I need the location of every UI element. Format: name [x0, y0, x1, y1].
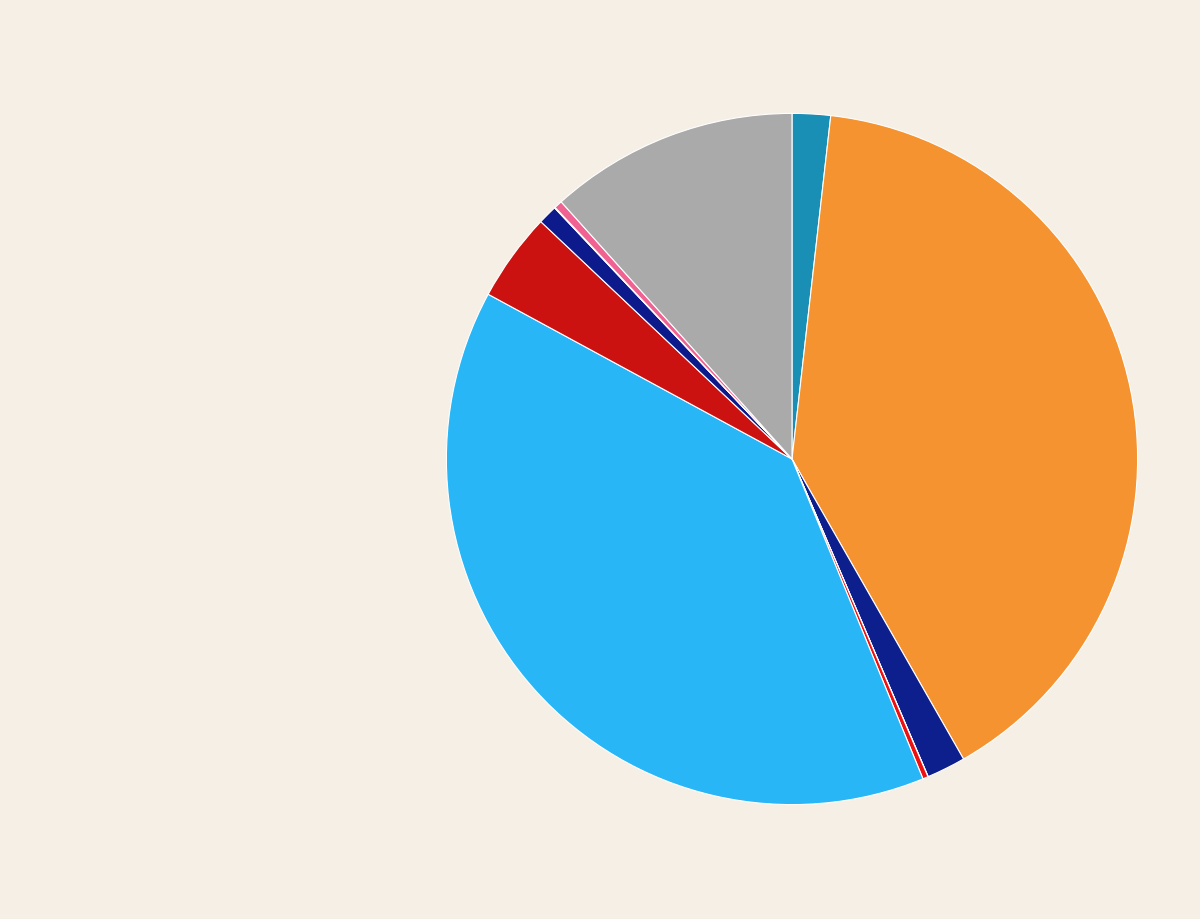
- Wedge shape: [446, 295, 923, 805]
- Wedge shape: [562, 114, 792, 460]
- Wedge shape: [792, 460, 928, 777]
- Wedge shape: [554, 209, 792, 460]
- Wedge shape: [541, 209, 792, 460]
- Wedge shape: [792, 117, 1138, 759]
- Wedge shape: [488, 222, 792, 460]
- Wedge shape: [792, 114, 830, 460]
- Wedge shape: [554, 209, 792, 460]
- Wedge shape: [556, 202, 792, 460]
- Wedge shape: [792, 460, 964, 777]
- Wedge shape: [792, 460, 928, 779]
